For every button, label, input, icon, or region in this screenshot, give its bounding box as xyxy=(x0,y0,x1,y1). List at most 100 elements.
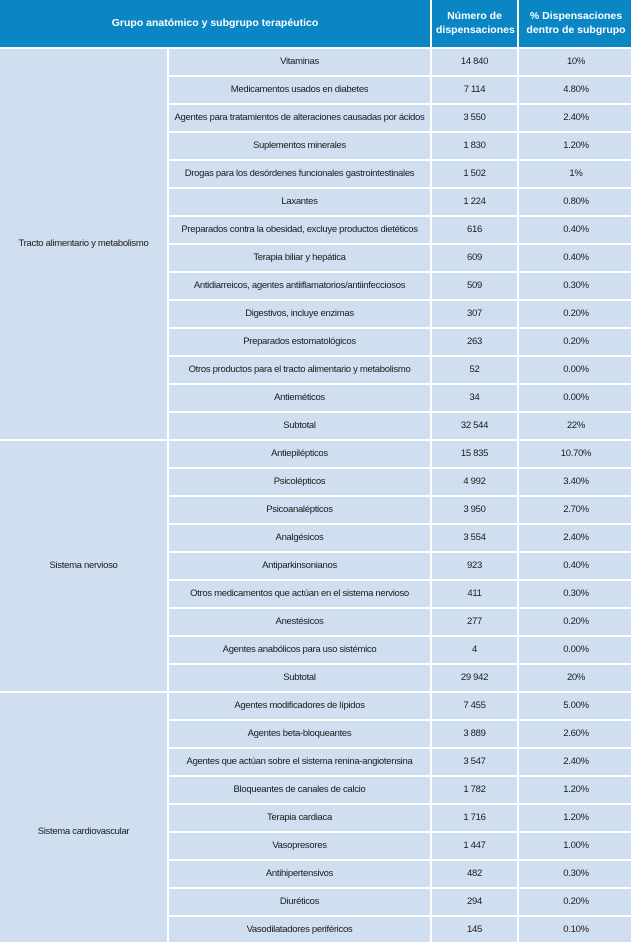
count-value: 1 502 xyxy=(430,159,519,189)
pct-value: 0.30% xyxy=(517,859,631,889)
subgroup-label: Antiparkinsonianos xyxy=(167,551,432,581)
subgroup-row: Bloqueantes de canales de calcio 1 782 1… xyxy=(0,775,631,805)
subgroup-row: Preparados contra la obesidad, excluye p… xyxy=(0,215,631,245)
group-name-cell: Sistema cardiovascular xyxy=(0,691,169,942)
pct-value: 2.70% xyxy=(517,495,631,525)
subgroup-row: Diuréticos 294 0.20% xyxy=(0,887,631,917)
count-value: 277 xyxy=(430,607,519,637)
subgroup-label: Agentes anabólicos para uso sistémico xyxy=(167,635,432,665)
count-value: 4 xyxy=(430,635,519,665)
count-value: 923 xyxy=(430,551,519,581)
subgroup-label: Agentes que actúan sobre el sistema reni… xyxy=(167,747,432,777)
subgroup-label: Vasodilatadores periféricos xyxy=(167,915,432,942)
subgroup-row: Laxantes 1 224 0.80% xyxy=(0,187,631,217)
subgroup-label: Preparados contra la obesidad, excluye p… xyxy=(167,215,432,245)
subgroup-label: Bloqueantes de canales de calcio xyxy=(167,775,432,805)
subtotal-row: Subtotal 32 544 22% xyxy=(0,411,631,441)
subgroup-row: Psicolépticos 4 992 3.40% xyxy=(0,467,631,497)
pct-value: 20% xyxy=(517,663,631,693)
subgroup-row: Preparados estomatológicos 263 0.20% xyxy=(0,327,631,357)
subgroup-label: Terapia cardiaca xyxy=(167,803,432,833)
subgroup-row: Agentes anabólicos para uso sistémico 4 … xyxy=(0,635,631,665)
subgroup-label: Vasopresores xyxy=(167,831,432,861)
subgroup-label: Analgésicos xyxy=(167,523,432,553)
pct-value: 1% xyxy=(517,159,631,189)
subgroup-row: Agentes para tratamientos de alteracione… xyxy=(0,103,631,133)
subgroup-row: Anestésicos 277 0.20% xyxy=(0,607,631,637)
count-value: 7 455 xyxy=(430,691,519,721)
pct-value: 1.00% xyxy=(517,831,631,861)
count-value: 609 xyxy=(430,243,519,273)
subgroup-label: Terapia biliar y hepática xyxy=(167,243,432,273)
subgroup-row: Otros productos para el tracto alimentar… xyxy=(0,355,631,385)
subgroup-label: Laxantes xyxy=(167,187,432,217)
pct-value: 0.30% xyxy=(517,579,631,609)
pct-value: 22% xyxy=(517,411,631,441)
pct-value: 2.40% xyxy=(517,103,631,133)
subgroup-label: Digestivos, incluye enzimas xyxy=(167,299,432,329)
subgroup-label: Antieméticos xyxy=(167,383,432,413)
count-value: 3 889 xyxy=(430,719,519,749)
subgroup-label: Antihipertensivos xyxy=(167,859,432,889)
subgroup-label: Otros productos para el tracto alimentar… xyxy=(167,355,432,385)
pct-value: 2.40% xyxy=(517,523,631,553)
subgroup-row: Psicoanalépticos 3 950 2.70% xyxy=(0,495,631,525)
pct-value: 1.20% xyxy=(517,775,631,805)
count-value: 1 716 xyxy=(430,803,519,833)
count-value: 4 992 xyxy=(430,467,519,497)
pct-value: 0.10% xyxy=(517,915,631,942)
pct-value: 2.60% xyxy=(517,719,631,749)
count-value: 14 840 xyxy=(430,47,519,77)
count-value: 34 xyxy=(430,383,519,413)
count-value: 482 xyxy=(430,859,519,889)
subgroup-label: Vitaminas xyxy=(167,47,432,77)
subgroup-row: Sistema nervioso Antiepilépticos 15 835 … xyxy=(0,439,631,693)
group-name-cell: Tracto alimentario y metabolismo xyxy=(0,47,169,441)
subgroup-label: Drogas para los desórdenes funcionales g… xyxy=(167,159,432,189)
pct-value: 3.40% xyxy=(517,467,631,497)
pct-value: 0.00% xyxy=(517,355,631,385)
header-row: Grupo anatómico y subgrupo terapéutico N… xyxy=(0,0,631,49)
subgroup-row: Tracto alimentario y metabolismo Vitamin… xyxy=(0,47,631,441)
count-value: 1 830 xyxy=(430,131,519,161)
count-value: 509 xyxy=(430,271,519,301)
subgroup-row: Sistema cardiovascular Agentes modificad… xyxy=(0,691,631,942)
count-value: 52 xyxy=(430,355,519,385)
count-value: 411 xyxy=(430,579,519,609)
subgroup-label: Agentes beta-bloqueantes xyxy=(167,719,432,749)
count-value: 1 447 xyxy=(430,831,519,861)
count-value: 15 835 xyxy=(430,439,519,469)
subgroup-row: Antiparkinsonianos 923 0.40% xyxy=(0,551,631,581)
count-value: 294 xyxy=(430,887,519,917)
subgroup-row: Antidiarreicos, agentes antiiflamatorios… xyxy=(0,271,631,301)
pct-value: 0.20% xyxy=(517,887,631,917)
count-value: 7 114 xyxy=(430,75,519,105)
subtotal-label: Subtotal xyxy=(167,411,432,441)
count-value: 145 xyxy=(430,915,519,942)
pct-value: 10.70% xyxy=(517,439,631,469)
subtotal-label: Subtotal xyxy=(167,663,432,693)
count-value: 3 550 xyxy=(430,103,519,133)
subgroup-label: Preparados estomatológicos xyxy=(167,327,432,357)
pct-value: 0.00% xyxy=(517,383,631,413)
count-value: 3 950 xyxy=(430,495,519,525)
subgroup-row: Otros medicamentos que actúan en el sist… xyxy=(0,579,631,609)
count-value: 32 544 xyxy=(430,411,519,441)
pct-value: 5.00% xyxy=(517,691,631,721)
pct-value: 0.20% xyxy=(517,327,631,357)
group-name-cell: Sistema nervioso xyxy=(0,439,169,693)
subgroup-label: Agentes para tratamientos de alteracione… xyxy=(167,103,432,133)
pct-value: 0.40% xyxy=(517,215,631,245)
count-value: 1 782 xyxy=(430,775,519,805)
header-count-column: Número de dispensaciones xyxy=(430,0,519,49)
pct-value: 1.20% xyxy=(517,131,631,161)
count-value: 263 xyxy=(430,327,519,357)
subgroup-label: Suplementos minerales xyxy=(167,131,432,161)
subgroup-row: Medicamentos usados en diabetes 7 114 4.… xyxy=(0,75,631,105)
subgroup-row: Analgésicos 3 554 2.40% xyxy=(0,523,631,553)
count-value: 1 224 xyxy=(430,187,519,217)
subtotal-row: Subtotal 29 942 20% xyxy=(0,663,631,693)
pct-value: 0.20% xyxy=(517,299,631,329)
